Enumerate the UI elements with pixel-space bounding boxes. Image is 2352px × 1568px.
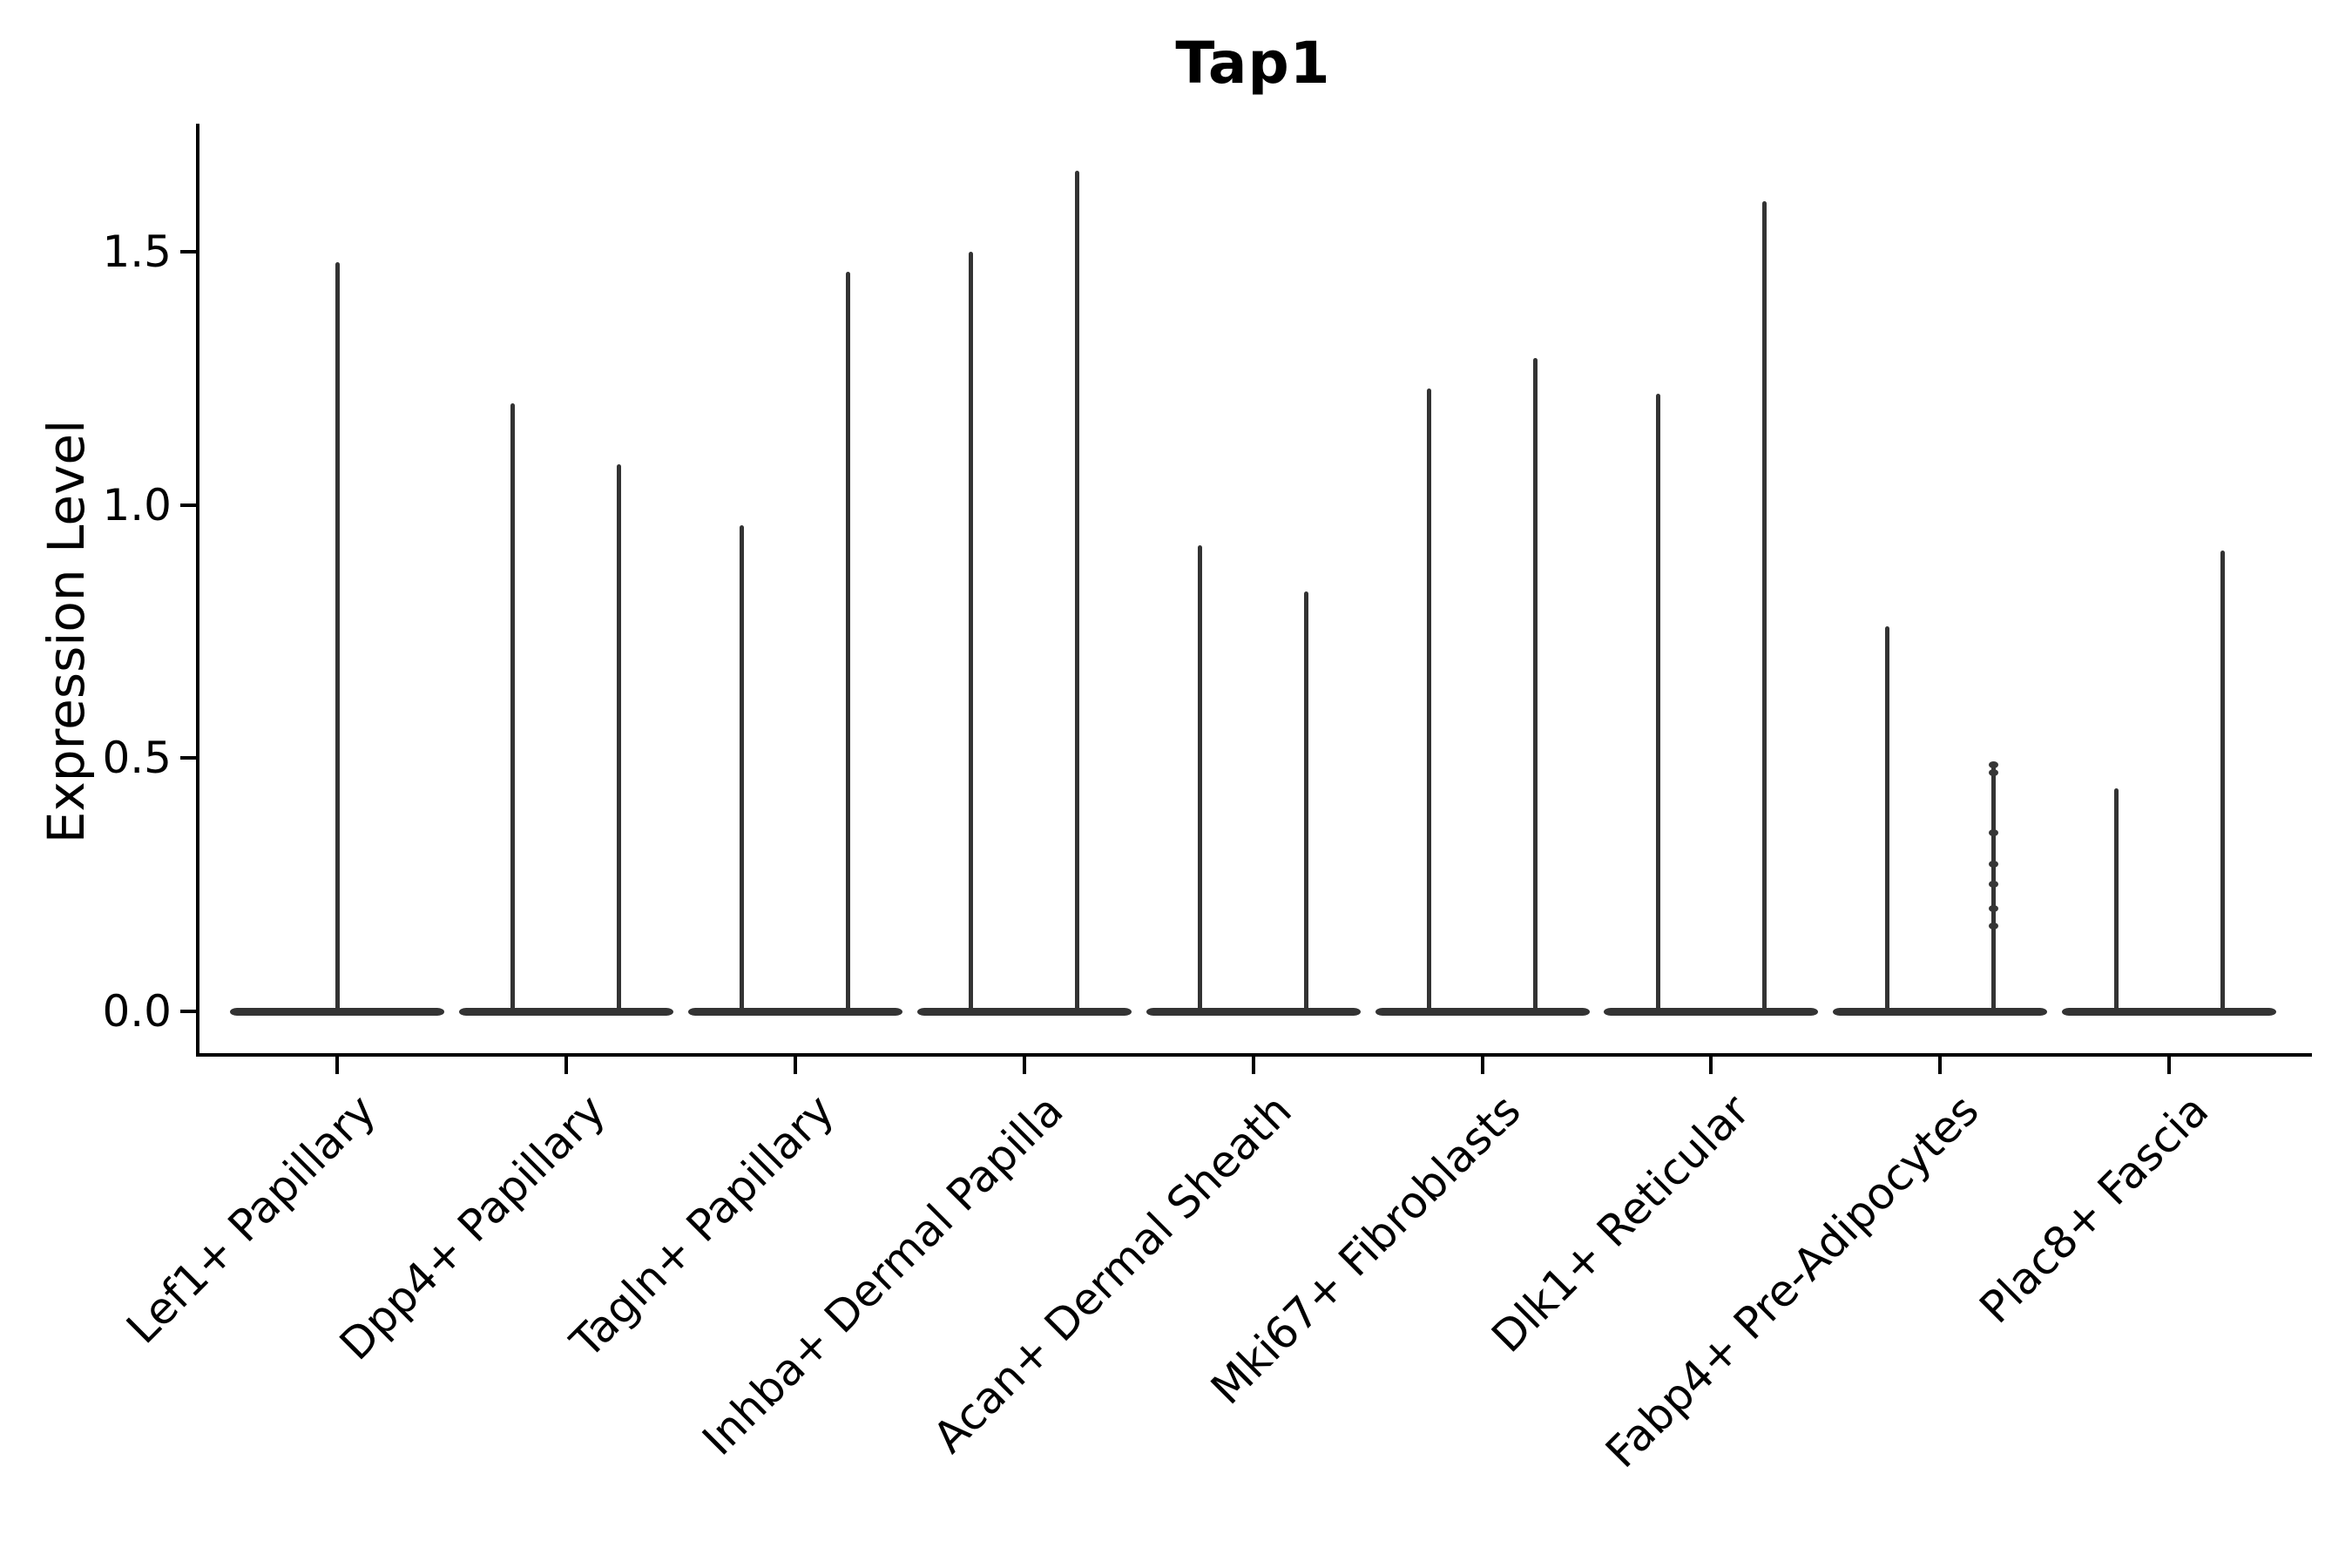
jitter-dot xyxy=(1988,860,1998,868)
jitter-dot xyxy=(1988,922,1998,929)
violin-spike xyxy=(1655,393,1660,1014)
x-tick xyxy=(1251,1057,1255,1074)
violin-base xyxy=(687,1008,902,1016)
violin-base xyxy=(2062,1008,2277,1016)
jitter-dot xyxy=(1988,828,1998,836)
violin-spike xyxy=(969,252,974,1014)
y-tick-label: 0.0 xyxy=(102,986,172,1037)
x-tick xyxy=(1938,1057,1943,1074)
violin-spike xyxy=(335,261,340,1014)
jitter-dot xyxy=(1988,904,1998,912)
y-tick xyxy=(180,1010,196,1013)
x-tick xyxy=(335,1057,339,1074)
y-tick xyxy=(180,250,196,254)
x-tick xyxy=(1022,1057,1026,1074)
violin-base xyxy=(1604,1008,1819,1016)
x-axis-line xyxy=(196,1053,2312,1057)
y-tick-label: 1.5 xyxy=(102,226,172,278)
jitter-dot xyxy=(1988,769,1998,777)
violin-base xyxy=(916,1008,1132,1016)
violin-spike xyxy=(1884,626,1889,1014)
violin-spike xyxy=(1533,358,1538,1014)
violin-spike xyxy=(2113,788,2119,1014)
violin-base xyxy=(1833,1008,2048,1016)
plot-title: Tap1 xyxy=(1175,30,1331,97)
x-tick xyxy=(564,1057,568,1074)
violin-base xyxy=(1375,1008,1590,1016)
x-tick xyxy=(1709,1057,1713,1074)
violin-base xyxy=(1146,1008,1361,1016)
y-tick-label: 1.0 xyxy=(102,479,172,531)
y-tick xyxy=(180,756,196,760)
violin-base xyxy=(458,1008,673,1016)
violin-spike xyxy=(1990,763,1996,1014)
y-tick xyxy=(180,503,196,507)
violin-spike xyxy=(1427,389,1431,1014)
violin-spike xyxy=(1761,200,1767,1014)
violin-spike xyxy=(510,403,516,1014)
y-axis-line xyxy=(196,124,199,1057)
violin-spike xyxy=(846,272,851,1014)
jitter-dot xyxy=(1988,760,1998,768)
y-tick-label: 0.5 xyxy=(102,733,172,784)
x-tick-label: Lef1+ Papillary xyxy=(117,1085,386,1354)
violin-spike xyxy=(1198,545,1203,1014)
jitter-dot xyxy=(1988,881,1998,889)
x-tick xyxy=(793,1057,797,1074)
x-tick-label: Plac8+ Fascia xyxy=(1970,1085,2218,1334)
x-tick-label: Fabp4+ Pre-Adipocytes xyxy=(1596,1085,1989,1478)
violin-spike xyxy=(1075,171,1080,1014)
violin-spike xyxy=(2220,551,2225,1014)
violin-spike xyxy=(1304,591,1309,1014)
violin-spike xyxy=(617,464,622,1014)
violin-spike xyxy=(740,524,745,1014)
x-tick xyxy=(1480,1057,1484,1074)
x-tick xyxy=(2167,1057,2172,1074)
